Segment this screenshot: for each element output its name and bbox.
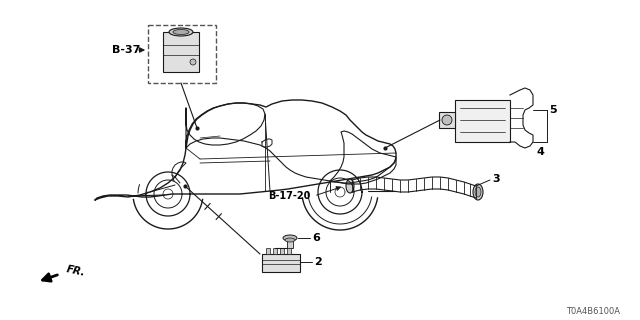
Bar [148,25,216,83]
Text: 5: 5 [549,105,557,115]
Ellipse shape [442,115,452,125]
Ellipse shape [473,184,483,200]
Ellipse shape [173,29,189,35]
Ellipse shape [346,179,354,193]
Text: B-37: B-37 [112,45,140,55]
Text: B-17-20: B-17-20 [268,191,310,201]
Bar [280,248,284,254]
Text: 2: 2 [314,257,322,267]
Text: T0A4B6100A: T0A4B6100A [566,308,620,316]
Ellipse shape [475,187,481,197]
Ellipse shape [169,28,193,36]
Bar [262,254,300,272]
Text: 4: 4 [536,147,544,157]
Text: FR.: FR. [65,264,86,278]
Bar [439,112,455,128]
Ellipse shape [283,235,297,241]
Bar [266,248,270,254]
Circle shape [190,59,196,65]
Bar [163,32,199,72]
Bar [455,100,510,142]
Bar [287,248,291,254]
Bar [273,248,277,254]
Text: 3: 3 [492,174,500,184]
Text: 6: 6 [312,233,320,243]
Bar [287,240,293,248]
Ellipse shape [285,238,295,242]
